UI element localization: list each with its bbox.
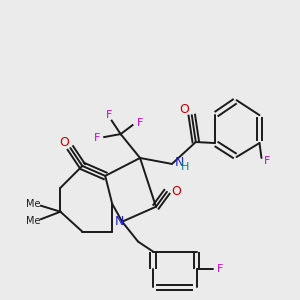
Text: O: O xyxy=(171,185,181,198)
Text: F: F xyxy=(94,133,100,143)
Text: O: O xyxy=(179,103,189,116)
Text: F: F xyxy=(106,110,112,120)
Text: F: F xyxy=(137,118,143,128)
Text: H: H xyxy=(181,162,190,172)
Text: Me: Me xyxy=(26,199,41,209)
Text: Me: Me xyxy=(26,216,41,226)
Text: F: F xyxy=(264,156,271,166)
Text: F: F xyxy=(217,264,224,274)
Text: N: N xyxy=(175,156,184,169)
Text: N: N xyxy=(115,215,124,228)
Text: O: O xyxy=(59,136,69,148)
